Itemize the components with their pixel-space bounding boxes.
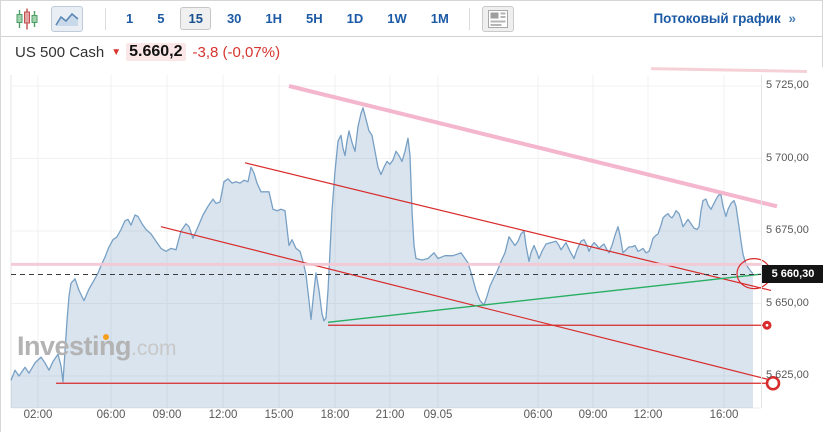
trendline-ascending-support-green xyxy=(327,272,772,324)
x-axis-tick: 12:00 xyxy=(208,409,238,421)
x-axis-tick: 09.05 xyxy=(423,409,453,421)
x-axis-tick: 16:00 xyxy=(709,409,739,421)
timeframe-group: 1 5 15 30 1H 5H 1D 1W 1M xyxy=(118,7,457,30)
streaming-chart-label: Потоковый график xyxy=(653,11,781,26)
x-axis-tick: 06:00 xyxy=(523,409,553,421)
trendline-descending-resistance-1 xyxy=(244,162,772,292)
bottom-level-ring xyxy=(765,375,781,391)
x-axis-tick: 09:00 xyxy=(578,409,608,421)
toolbar-separator xyxy=(105,7,106,30)
chart-svg xyxy=(10,67,808,409)
x-axis-tick: 06:00 xyxy=(96,409,126,421)
candlestick-chart-icon[interactable] xyxy=(13,6,41,32)
news-panel-icon[interactable] xyxy=(481,5,514,32)
area-chart-icon[interactable] xyxy=(51,5,83,32)
streaming-chart-link[interactable]: Потоковый график » xyxy=(653,11,796,26)
quote-header: US 500 Cash ▼ 5.660,2 -3,8 (-0,07%) xyxy=(1,37,822,67)
y-axis-tick: 5 650,00 xyxy=(766,296,809,309)
price-chart-canvas[interactable]: Investing.com 5 660,30 5 725,00 5 700,00 5… xyxy=(1,67,823,433)
y-axis-tick: 5 700,00 xyxy=(766,151,809,164)
trendline-channel-top-pink xyxy=(288,84,778,209)
timeframe-button-5[interactable]: 5 xyxy=(149,7,172,30)
y-axis-line xyxy=(761,75,762,408)
timeframe-button-1W[interactable]: 1W xyxy=(379,7,415,30)
x-axis-tick: 21:00 xyxy=(375,409,405,421)
y-axis-tick: 5 625,00 xyxy=(766,369,809,381)
y-axis-tick: 5 725,00 xyxy=(766,79,809,91)
timeframe-button-5H[interactable]: 5H xyxy=(298,7,331,30)
mid-level-dot-center xyxy=(765,323,769,327)
chart-toolbar: 1 5 15 30 1H 5H 1D 1W 1M Потоковый график » xyxy=(1,1,822,37)
price-change: -3,8 (-0,07%) xyxy=(192,43,281,61)
price-line xyxy=(10,107,754,383)
x-axis-tick: 18:00 xyxy=(320,409,350,421)
timeframe-button-1H[interactable]: 1H xyxy=(257,7,290,30)
candlestick-glyph xyxy=(16,8,38,29)
trendline-clipped-top-line xyxy=(650,67,808,73)
timeframe-button-1D[interactable]: 1D xyxy=(339,7,372,30)
x-axis-tick: 12:00 xyxy=(633,409,663,421)
area-chart-glyph xyxy=(55,12,79,26)
timeframe-button-15[interactable]: 15 xyxy=(180,7,211,30)
current-price-tag: 5 660,30 xyxy=(762,264,823,283)
timeframe-button-1[interactable]: 1 xyxy=(118,7,141,30)
chevron-right-icon: » xyxy=(788,11,796,26)
last-price: 5.660,2 xyxy=(126,43,186,61)
instrument-name: US 500 Cash xyxy=(15,43,105,61)
news-panel-glyph xyxy=(487,9,508,28)
timeframe-button-30[interactable]: 30 xyxy=(219,7,249,30)
trendline-descending-resistance-2 xyxy=(160,226,773,381)
price-down-arrow-icon: ▼ xyxy=(111,46,122,58)
y-axis-tick: 5 675,00 xyxy=(766,224,809,236)
toolbar-separator xyxy=(468,7,470,30)
x-axis-tick: 15:00 xyxy=(264,409,294,421)
price-area-fill xyxy=(11,107,753,409)
timeframe-button-1M[interactable]: 1M xyxy=(423,7,457,30)
x-axis-tick: 09:00 xyxy=(152,409,182,421)
x-axis-tick: 02:00 xyxy=(23,409,53,421)
